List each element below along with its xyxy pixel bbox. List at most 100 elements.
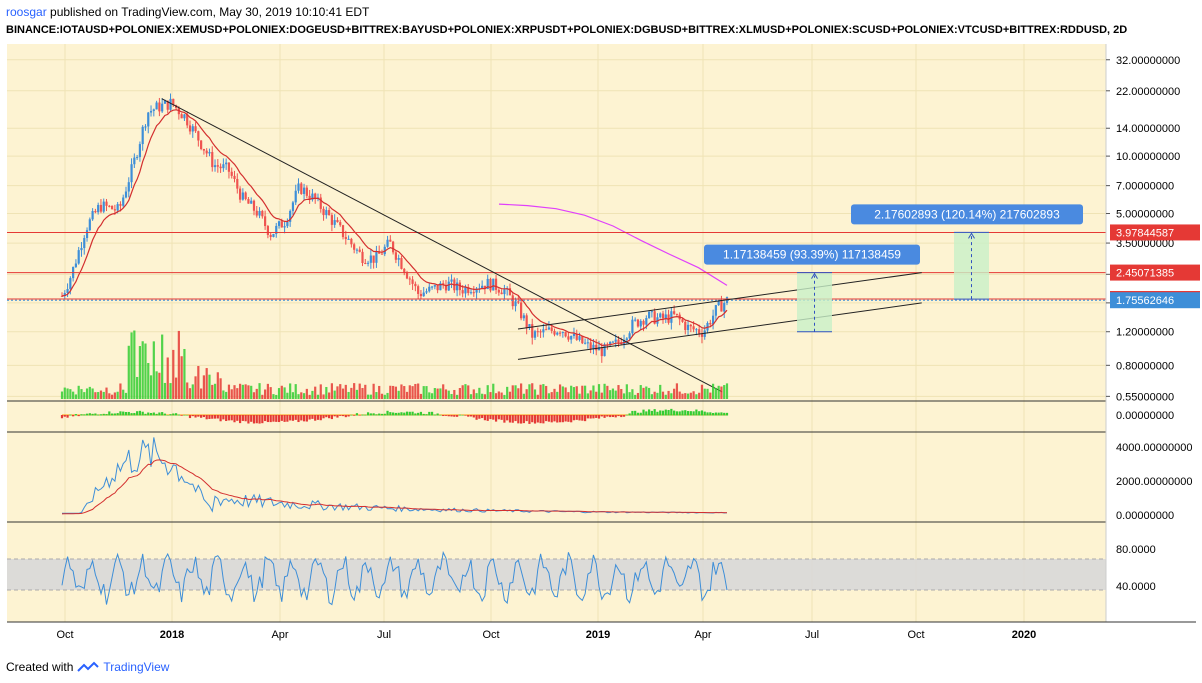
volume-bar-196 — [606, 385, 609, 399]
macd-bar-119 — [392, 412, 395, 416]
macd-bar-230 — [700, 410, 704, 416]
macd-bar-89 — [308, 415, 311, 420]
volume-bar-192 — [595, 391, 598, 399]
macd-bar-69 — [252, 415, 256, 424]
volume-bar-83 — [291, 392, 295, 399]
macd-bar-140 — [450, 415, 453, 417]
macd-bar-101 — [341, 415, 345, 417]
volume-bar-78 — [277, 388, 281, 399]
candle-body-147 — [469, 292, 473, 294]
volume-bar-112 — [372, 383, 375, 399]
macd-bar-3 — [69, 414, 72, 416]
macd-bar-175 — [547, 415, 551, 422]
candle-body-93 — [319, 197, 322, 209]
candle-body-114 — [378, 251, 381, 254]
macd-bar-148 — [472, 415, 475, 418]
candle-body-204 — [628, 333, 631, 339]
tradingview-link[interactable]: TradingView — [103, 660, 170, 674]
volume-bar-187 — [581, 385, 584, 399]
volume-bar-62 — [233, 385, 236, 399]
volume-bar-209 — [642, 387, 645, 399]
macd-bar-10 — [88, 413, 91, 416]
volume-bar-46 — [188, 388, 192, 399]
rsi-tick-label-1: 40.0000 — [1116, 581, 1156, 593]
volume-bar-12 — [94, 392, 97, 399]
candle-body-34 — [155, 102, 158, 110]
author-link[interactable]: roosgar — [6, 5, 47, 19]
macd-bar-95 — [325, 415, 328, 418]
volume-bar-215 — [659, 384, 662, 399]
volume-bar-50 — [200, 388, 203, 399]
macd-bar-170 — [533, 415, 537, 424]
candle-body-96 — [328, 210, 331, 216]
volume-bar-123 — [403, 386, 406, 399]
candle-body-68 — [250, 200, 253, 204]
price-chart[interactable]: 1.17138459 (93.39%) 117138459 2.17602893 … — [0, 40, 1202, 652]
candle-body-23 — [124, 191, 128, 198]
macd-bar-137 — [442, 415, 445, 417]
volume-bar-101 — [341, 388, 345, 399]
volume-bar-7 — [80, 389, 83, 399]
volume-bar-126 — [411, 386, 414, 399]
volume-bar-164 — [517, 388, 520, 399]
candle-body-131 — [425, 291, 428, 293]
macd-bar-86 — [300, 415, 303, 421]
volume-bar-1 — [63, 387, 66, 399]
macd-bar-65 — [241, 415, 244, 421]
candle-body-226 — [689, 324, 692, 327]
trendline-2 — [517, 302, 922, 360]
candle-body-176 — [550, 327, 553, 331]
volume-bar-210 — [645, 386, 648, 399]
candle-body-56 — [216, 165, 219, 167]
candle-body-180 — [561, 332, 564, 334]
candle-body-159 — [503, 289, 506, 295]
macd-bar-31 — [147, 412, 150, 416]
macd-bar-138 — [444, 415, 448, 416]
macd-bar-83 — [291, 415, 295, 421]
macd-bar-224 — [684, 410, 687, 416]
candle-body-15 — [102, 201, 105, 212]
ema-line — [61, 109, 728, 347]
candle-body-65 — [241, 192, 244, 200]
macd-bar-81 — [286, 415, 289, 422]
measure-label-0: 1.17138459 (93.39%) 117138459 — [723, 248, 901, 262]
price-label-3: 1.75562646 — [1116, 295, 1174, 307]
volume-bar-173 — [542, 384, 545, 399]
macd-bar-8 — [83, 414, 86, 416]
macd-bar-202 — [622, 415, 626, 417]
volume-bar-56 — [216, 372, 219, 399]
candle-body-19 — [113, 209, 116, 211]
candle-body-38 — [166, 100, 169, 110]
volume-bar-24 — [127, 345, 130, 399]
volume-bar-6 — [77, 385, 80, 399]
candle-body-175 — [547, 327, 551, 330]
candle-body-195 — [603, 344, 606, 357]
candle-body-192 — [595, 344, 598, 351]
candle-body-135 — [436, 285, 439, 291]
macd-bar-60 — [227, 415, 231, 421]
tradingview-logo-icon — [77, 661, 100, 672]
macd-bar-109 — [364, 414, 367, 416]
candle-body-5 — [74, 263, 78, 267]
candle-body-191 — [592, 344, 595, 350]
macd-bar-206 — [634, 410, 637, 416]
candle-body-103 — [347, 238, 350, 240]
candle-body-190 — [589, 342, 592, 350]
volume-bar-231 — [703, 388, 706, 399]
macd-bar-238 — [723, 412, 726, 416]
volume-bar-86 — [300, 392, 303, 399]
rsi-tick-label-0: 80.0000 — [1116, 544, 1156, 556]
macd-bar-14 — [99, 414, 103, 416]
candle-body-91 — [314, 193, 317, 200]
candle-body-129 — [419, 293, 423, 297]
volume-bar-8 — [83, 392, 86, 399]
candle-body-116 — [383, 246, 386, 255]
macd-bar-196 — [606, 415, 609, 417]
price-label-0: 3.97844587 — [1116, 227, 1174, 239]
candle-body-209 — [642, 320, 645, 325]
candle-body-30 — [144, 126, 147, 128]
candle-body-25 — [130, 164, 133, 183]
candle-body-185 — [575, 333, 578, 340]
macd-bar-36 — [161, 412, 164, 416]
candle-body-28 — [138, 144, 142, 158]
